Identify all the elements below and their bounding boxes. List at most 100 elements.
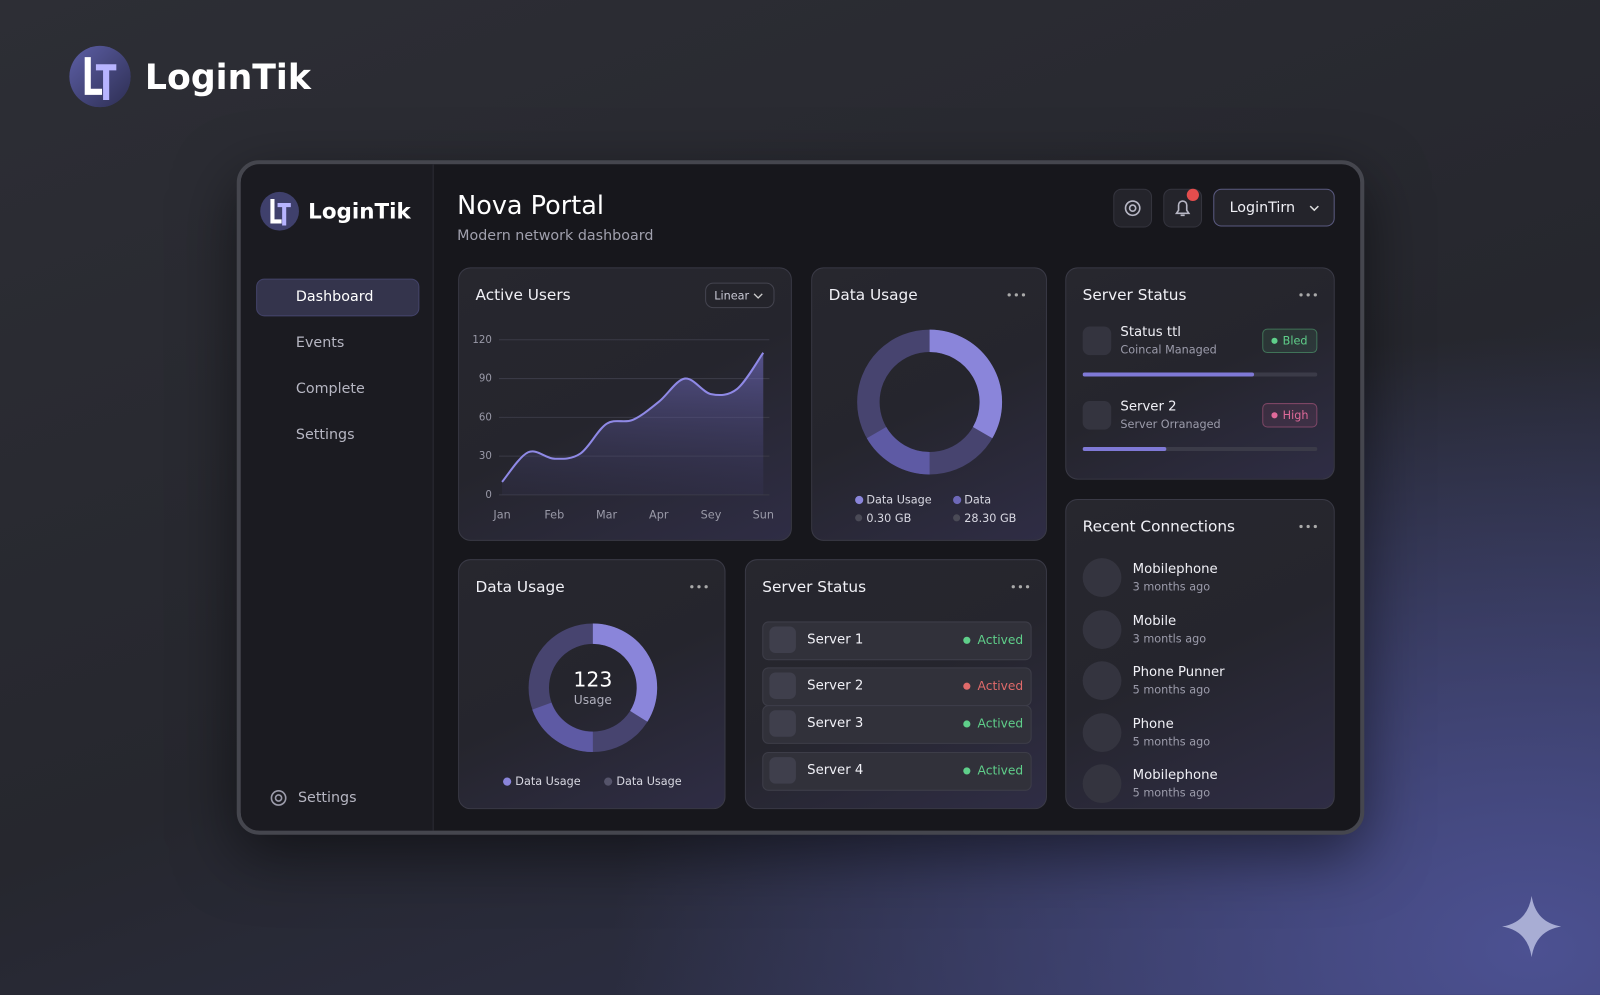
legend-dot: [855, 514, 863, 522]
device-avatar: [1082, 764, 1122, 804]
legend-dot: [953, 495, 962, 505]
scale-dropdown[interactable]: Linear: [705, 282, 775, 309]
badge-dot: [1271, 412, 1278, 419]
sidebar-logo: [260, 191, 299, 231]
legend-label: Data Usage: [616, 774, 682, 789]
status-dot: [963, 682, 971, 690]
sparkle: [1502, 895, 1562, 958]
y-tick-label: 30: [479, 451, 492, 462]
x-tick-label: Sun: [753, 508, 774, 521]
badge: [1262, 403, 1318, 428]
donut-center-value: 123: [573, 667, 613, 692]
item-icon-box: [1082, 326, 1112, 356]
badge-label: High: [1282, 408, 1309, 422]
legend-label: Data Usage: [866, 493, 932, 507]
connection-name[interactable]: Phone Punner: [1132, 664, 1225, 681]
item-name: Server 2: [1120, 399, 1177, 415]
x-tick-label: Mar: [596, 508, 618, 521]
server-name: Server 4: [807, 762, 864, 779]
nav-item[interactable]: Dashboard: [295, 288, 374, 306]
connection-name[interactable]: Mobile: [1132, 613, 1177, 629]
server-status-card: Server Status Status ttl Coincal Managed B…: [1065, 267, 1335, 480]
area: [502, 352, 764, 495]
connection-time: 3 montls ago: [1132, 631, 1207, 645]
server-row[interactable]: [762, 752, 1032, 791]
donut: [528, 623, 658, 753]
card-title: Active Users: [475, 285, 571, 305]
data-usage-card: Data Usage 123 Usage Data Usage Data Usag…: [458, 559, 726, 810]
line: [501, 352, 765, 483]
sidebar-footer-link[interactable]: Settings: [297, 789, 357, 807]
server-row[interactable]: [762, 621, 1032, 661]
status-label: Actived: [977, 632, 1024, 647]
x-tick-label: Sey: [701, 508, 722, 521]
y-tick-label: 60: [479, 412, 492, 423]
item-name: Status ttl: [1120, 324, 1181, 341]
connection-name[interactable]: Phone: [1132, 716, 1174, 732]
item-icon-box: [1082, 401, 1112, 430]
status-label: Actived: [977, 678, 1024, 693]
more-menu[interactable]: [689, 581, 709, 593]
card-title: Server Status: [1082, 285, 1187, 305]
legend-value: 0.30 GB: [866, 511, 912, 525]
card-title: Data Usage: [475, 577, 565, 596]
more-menu[interactable]: [1006, 289, 1026, 301]
sidebar: LoginTik Dashboard Events Complete Settings…: [240, 164, 434, 831]
device-avatar: [1082, 609, 1122, 649]
server-row[interactable]: [762, 705, 1032, 744]
status-dot: [963, 636, 971, 644]
status-label: Actived: [977, 763, 1024, 778]
progress-bar: [1082, 372, 1318, 377]
server-name: Server 3: [807, 715, 864, 732]
item-icon-box: [769, 757, 796, 784]
y-tick-label: 90: [479, 374, 492, 385]
x-tick-label: Apr: [649, 508, 669, 521]
page-subtitle: Modern network dashboard: [457, 227, 654, 244]
card-title: Server Status: [762, 577, 867, 596]
connection-time: 5 months ago: [1132, 786, 1211, 800]
sidebar-brand: LoginTik: [308, 198, 411, 224]
donut: [857, 329, 1003, 475]
x-tick-label: Jan: [492, 508, 510, 521]
server-name: Server 1: [807, 632, 864, 648]
status-dot: [963, 767, 971, 775]
badge: [1262, 328, 1318, 354]
progress-bar: [1082, 446, 1318, 452]
connection-name[interactable]: Mobilephone: [1132, 561, 1218, 578]
nav-item[interactable]: Complete: [295, 380, 365, 397]
legend-dot: [604, 777, 613, 786]
card-title: Data Usage: [828, 285, 918, 305]
device-avatar: [1082, 558, 1122, 597]
line-chart: 0 30 60 90 120 Jan Feb Mar Apr Sey Sun: [472, 335, 774, 522]
y-tick-label: 120: [472, 335, 491, 346]
recent-connections-card: Recent Connections Mobilephone 3 months a…: [1065, 498, 1335, 810]
connection-time: 5 months ago: [1132, 734, 1211, 749]
nav-item[interactable]: Settings: [295, 426, 355, 443]
more-menu[interactable]: [1010, 581, 1030, 593]
badge-dot: [1271, 337, 1278, 344]
user-name: LoginTirn: [1229, 199, 1296, 217]
device-avatar: [1082, 713, 1122, 752]
user-menu[interactable]: LoginTirn: [1213, 188, 1335, 227]
status-label: Actived: [977, 716, 1024, 731]
data-usage-card: Data Usage Data Usage 0.30 GB Data 28.30 GB: [811, 267, 1047, 541]
brand-name: LoginTik: [144, 57, 311, 98]
legend-value: 28.30 GB: [964, 511, 1017, 525]
notification-badge: [1186, 188, 1199, 202]
more-menu[interactable]: [1298, 520, 1318, 532]
nav-active-bg: [256, 278, 420, 317]
connection-name[interactable]: Mobilephone: [1132, 768, 1218, 784]
legend-dot: [953, 514, 961, 522]
connection-time: 3 months ago: [1132, 580, 1211, 594]
connection-time: 5 months ago: [1132, 683, 1211, 697]
brand-logo: [69, 45, 131, 108]
more-menu[interactable]: [1298, 289, 1318, 301]
server-row[interactable]: [762, 667, 1032, 707]
donut-center-label: Usage: [573, 692, 612, 708]
device-avatar: [1082, 661, 1122, 701]
nav-item[interactable]: Events: [295, 334, 345, 352]
legend-dot: [503, 777, 512, 786]
legend-label: Data Usage: [515, 774, 581, 789]
settings-button[interactable]: [1113, 188, 1153, 228]
